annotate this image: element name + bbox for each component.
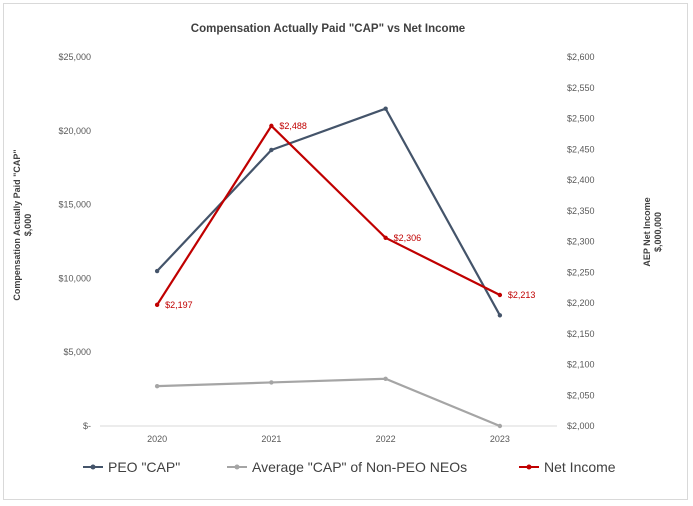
legend-item-peo: PEO "CAP" bbox=[83, 459, 180, 475]
legend-item-net-income: Net Income bbox=[519, 459, 616, 475]
left-tick-label: $5,000 bbox=[63, 347, 91, 357]
data-point-net-income bbox=[269, 123, 274, 129]
right-tick-label: $2,300 bbox=[567, 237, 595, 247]
x-tick-label: 2020 bbox=[147, 434, 167, 444]
data-point-peo-cap bbox=[154, 268, 160, 274]
x-tick-label: 2022 bbox=[376, 434, 396, 444]
data-label-net-income: $2,213 bbox=[508, 290, 536, 300]
x-tick-label: 2023 bbox=[490, 434, 510, 444]
legend-item-neo: Average "CAP" of Non-PEO NEOs bbox=[227, 459, 467, 475]
right-tick-label: $2,550 bbox=[567, 83, 595, 93]
series-line-net-income bbox=[156, 124, 501, 306]
x-tick-label: 2021 bbox=[261, 434, 281, 444]
legend-marker-net-income bbox=[526, 464, 532, 470]
right-tick-label: $2,250 bbox=[567, 267, 595, 277]
right-tick-label: $2,450 bbox=[567, 144, 595, 154]
right-axis-unit: $,000,000 bbox=[653, 212, 663, 252]
legend-label-net-income: Net Income bbox=[544, 459, 616, 475]
left-tick-label: $15,000 bbox=[58, 200, 91, 210]
right-tick-label: $2,150 bbox=[567, 329, 595, 339]
data-point-average-cap-of-non-peo-neos bbox=[269, 380, 274, 385]
right-tick-label: $2,350 bbox=[567, 206, 595, 216]
data-point-peo-cap bbox=[383, 106, 388, 111]
right-tick-label: $2,000 bbox=[567, 421, 595, 431]
legend-label-peo: PEO "CAP" bbox=[108, 459, 180, 475]
data-point-average-cap-of-non-peo-neos bbox=[383, 376, 388, 381]
data-point-peo-cap bbox=[269, 147, 274, 153]
right-tick-label: $2,600 bbox=[567, 52, 595, 62]
data-point-net-income bbox=[383, 235, 388, 241]
legend: PEO "CAP" Average "CAP" of Non-PEO NEOs … bbox=[83, 459, 616, 475]
right-tick-label: $2,200 bbox=[567, 298, 595, 308]
data-label-net-income: $2,197 bbox=[165, 300, 193, 310]
right-tick-label: $2,500 bbox=[567, 114, 595, 124]
left-tick-label: $25,000 bbox=[58, 52, 91, 62]
data-label-net-income: $2,306 bbox=[394, 233, 422, 243]
chart-frame bbox=[3, 3, 688, 500]
left-axis-title: Compensation Actually Paid "CAP" bbox=[12, 149, 22, 300]
data-label-net-income: $2,488 bbox=[279, 121, 307, 131]
legend-label-neo: Average "CAP" of Non-PEO NEOs bbox=[252, 459, 467, 475]
right-tick-label: $2,100 bbox=[567, 360, 595, 370]
left-tick-label: $20,000 bbox=[58, 126, 91, 136]
legend-marker-neo bbox=[234, 464, 240, 470]
series-line-average-cap-of-non-peo-neos bbox=[157, 377, 501, 428]
left-axis-unit: $,000 bbox=[23, 214, 33, 237]
left-tick-label: $- bbox=[83, 421, 91, 431]
data-point-net-income bbox=[154, 302, 160, 308]
legend-marker-peo bbox=[90, 464, 96, 470]
data-point-net-income bbox=[497, 292, 503, 298]
data-point-average-cap-of-non-peo-neos bbox=[497, 423, 503, 429]
data-point-average-cap-of-non-peo-neos bbox=[154, 383, 160, 389]
chart-title: Compensation Actually Paid "CAP" vs Net … bbox=[191, 23, 465, 35]
right-tick-label: $2,050 bbox=[567, 390, 595, 400]
series-line-peo-cap bbox=[156, 107, 501, 316]
right-axis-title: AEP Net Income bbox=[642, 197, 652, 266]
left-tick-label: $10,000 bbox=[58, 273, 91, 283]
data-point-peo-cap bbox=[497, 313, 503, 318]
right-tick-label: $2,400 bbox=[567, 175, 595, 185]
